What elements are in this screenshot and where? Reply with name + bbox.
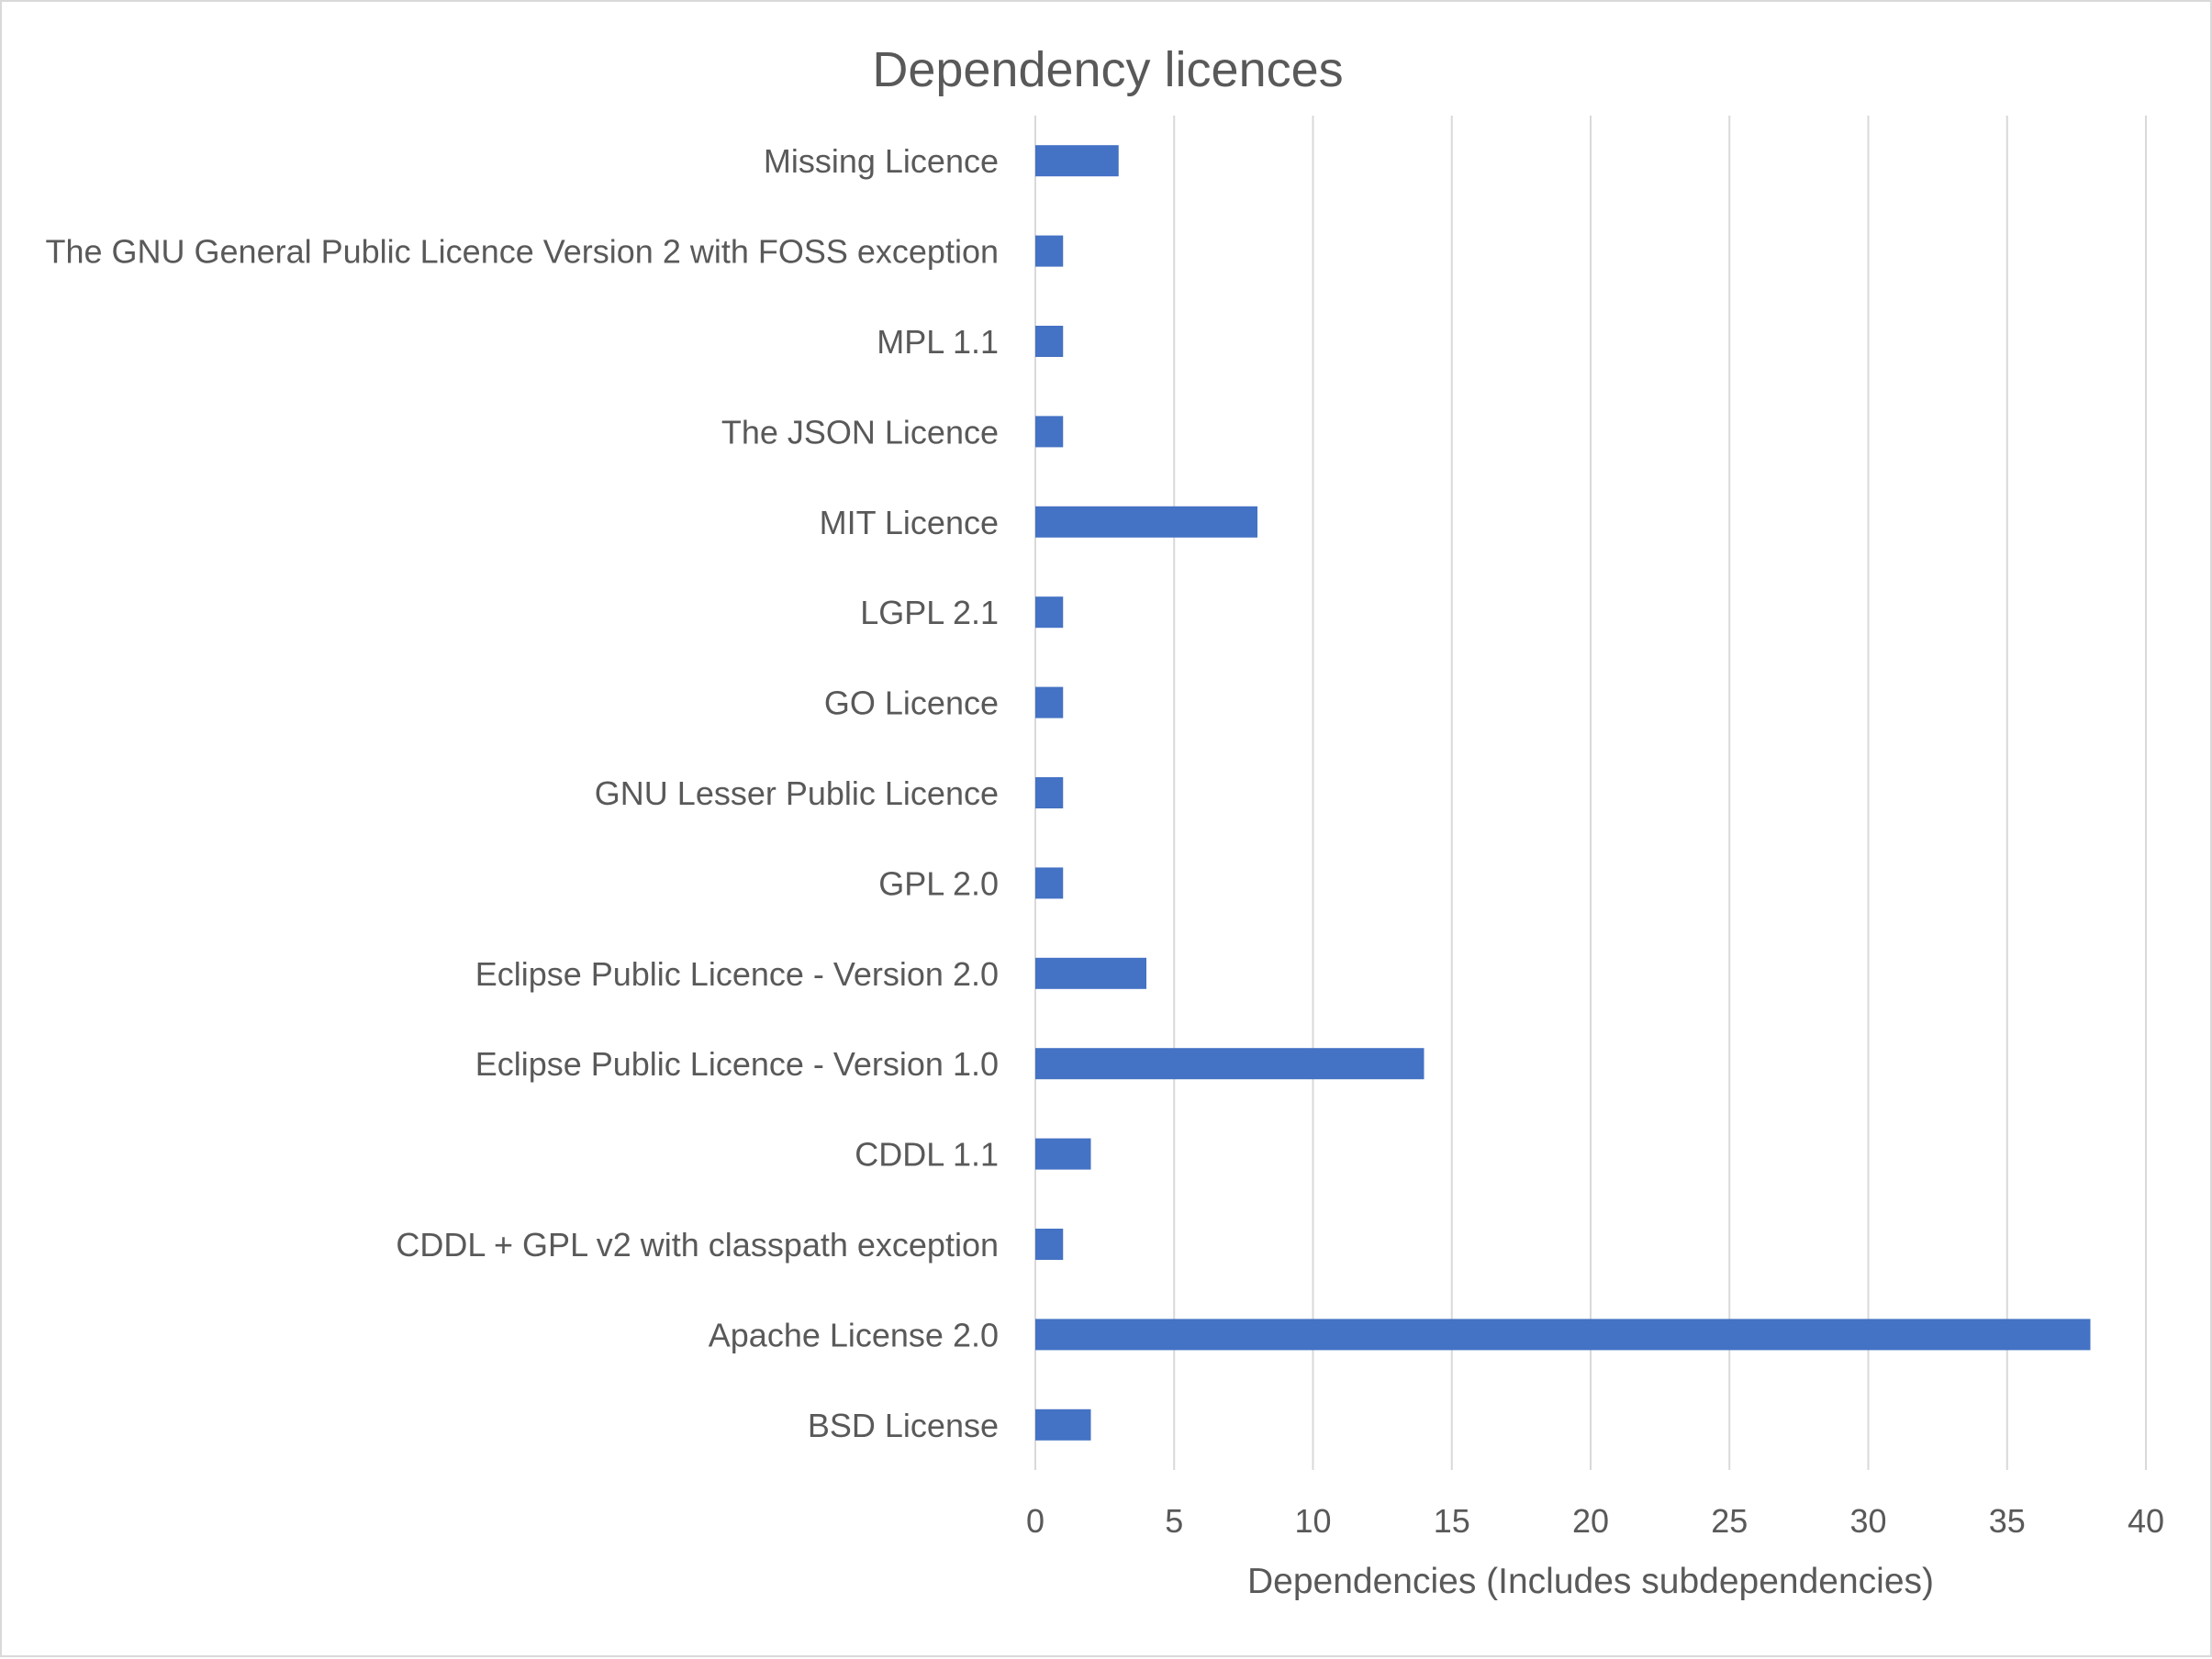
category-label: BSD License <box>808 1407 999 1444</box>
bar <box>1035 1048 1424 1080</box>
category-label: GO Licence <box>824 685 999 722</box>
category-labels: Missing Licence The GNU General Public Li… <box>46 142 1000 1444</box>
gridlines <box>1034 116 2147 1470</box>
bar <box>1035 416 1064 448</box>
bar <box>1035 686 1064 718</box>
x-tick-label: 25 <box>1711 1502 1748 1540</box>
category-label: CDDL + GPL v2 with classpath exception <box>396 1226 999 1264</box>
bar <box>1035 867 1064 899</box>
bars <box>1035 145 2091 1441</box>
category-label: CDDL 1.1 <box>855 1136 999 1174</box>
category-label: GNU Lesser Public Licence <box>595 774 999 812</box>
x-tick-label: 35 <box>1989 1502 2026 1540</box>
bar <box>1035 596 1064 629</box>
bar <box>1035 326 1064 357</box>
x-tick-labels: 0 5 10 15 20 25 30 35 40 <box>1026 1502 2164 1540</box>
category-label: MIT Licence <box>820 504 999 541</box>
x-tick-label: 5 <box>1165 1502 1183 1540</box>
bar <box>1035 957 1146 989</box>
bar <box>1035 777 1064 808</box>
x-axis-title: Dependencies (Includes subdependencies) <box>1247 1562 1934 1601</box>
bar <box>1035 235 1064 267</box>
bar <box>1035 506 1257 538</box>
x-tick-label: 15 <box>1434 1502 1470 1540</box>
bar <box>1035 1408 1091 1441</box>
x-tick-label: 10 <box>1294 1502 1331 1540</box>
x-tick-label: 30 <box>1849 1502 1886 1540</box>
category-label: GPL 2.0 <box>878 864 999 902</box>
bar <box>1035 1138 1091 1170</box>
category-label: Missing Licence <box>764 142 999 180</box>
bar <box>1035 1319 2091 1351</box>
bar <box>1035 145 1119 177</box>
bar <box>1035 1229 1064 1260</box>
category-label: LGPL 2.1 <box>860 594 999 631</box>
x-tick-label: 0 <box>1026 1502 1045 1540</box>
category-label: Eclipse Public Licence - Version 1.0 <box>475 1045 999 1083</box>
category-label: The GNU General Public Licence Version 2… <box>46 233 1000 271</box>
category-label: MPL 1.1 <box>877 323 999 361</box>
category-label: Apache License 2.0 <box>709 1316 999 1353</box>
x-tick-label: 40 <box>2128 1502 2164 1540</box>
category-label: The JSON Licence <box>721 413 999 451</box>
category-label: Eclipse Public Licence - Version 2.0 <box>475 955 999 993</box>
chart-title: Dependency licences <box>872 42 1343 97</box>
x-tick-label: 20 <box>1572 1502 1609 1540</box>
